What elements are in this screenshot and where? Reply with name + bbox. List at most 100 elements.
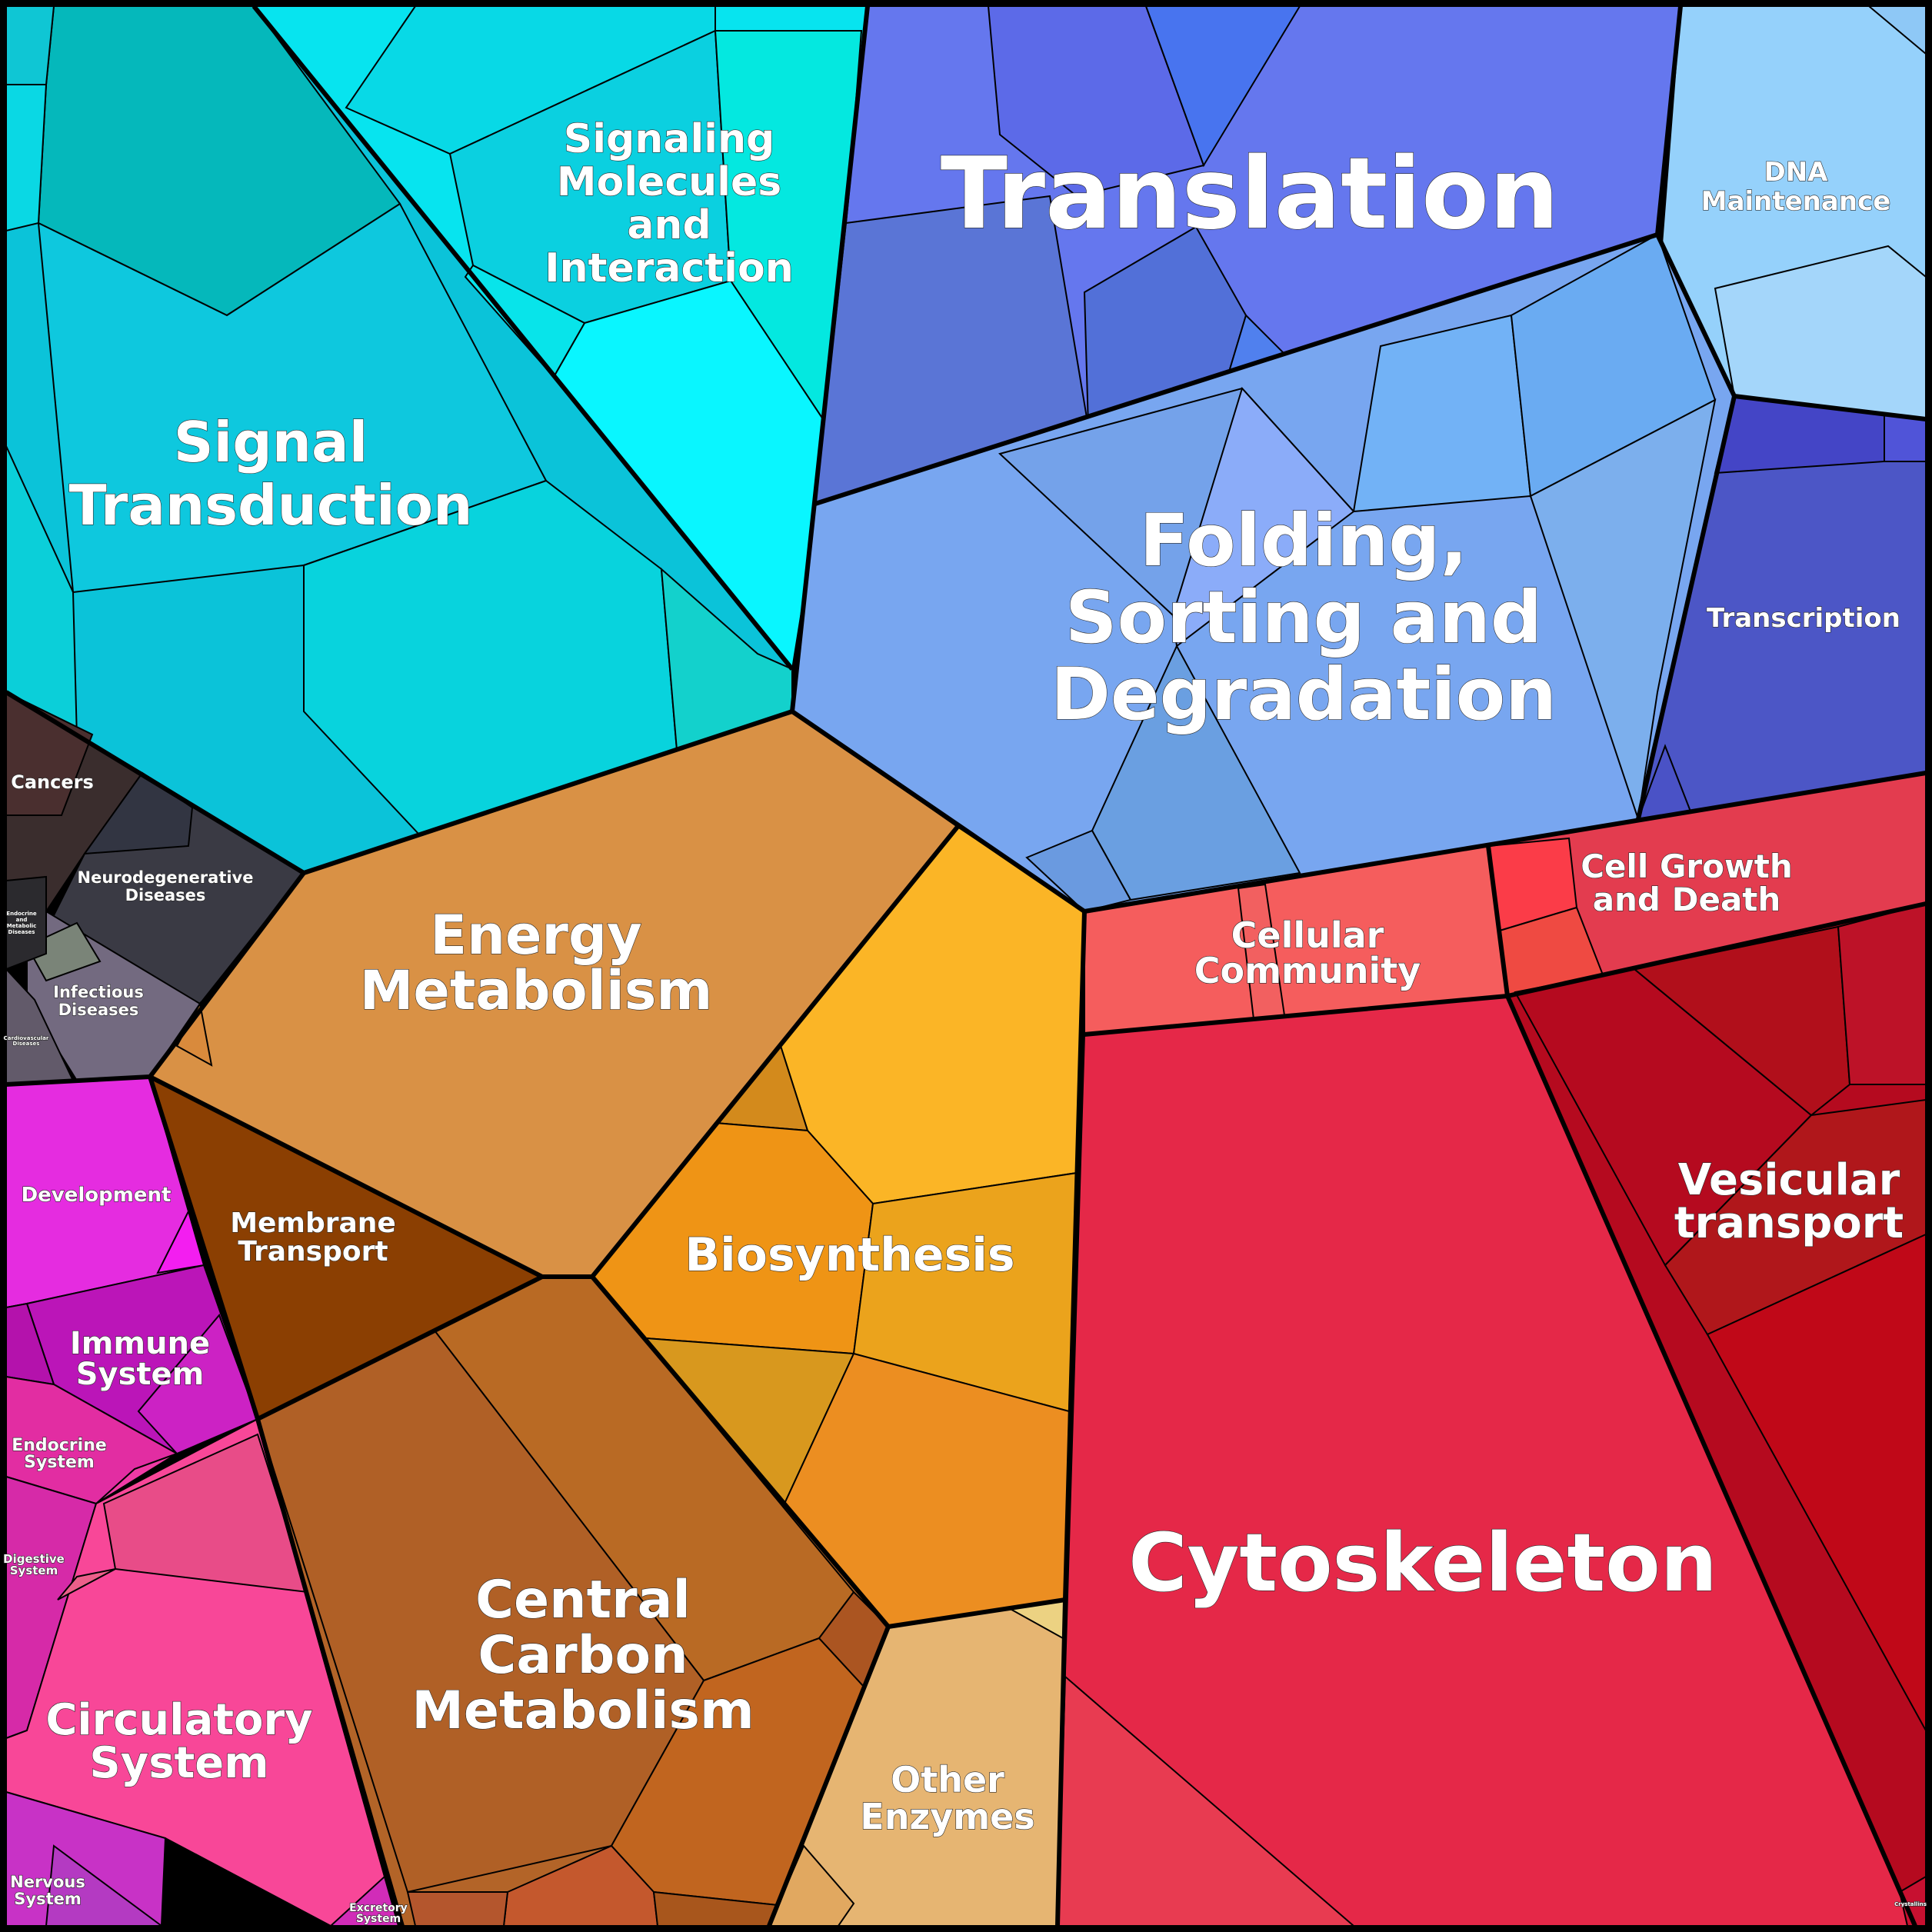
label-line: Translation <box>941 137 1559 251</box>
label-neurodegenerative: Neurodegenerative Diseases <box>78 868 254 904</box>
label-line: Neurodegenerative <box>78 868 254 887</box>
label-line: System <box>356 1913 401 1925</box>
label-endocrine-system: Endocrine System <box>12 1436 107 1472</box>
endocrine-system-cell-a <box>95 1453 178 1504</box>
label-line: Transduction <box>69 473 473 538</box>
label-vesicular: Vesicular transport <box>1674 1155 1904 1248</box>
region-folding[interactable] <box>791 233 1736 913</box>
label-line: Transcription <box>1707 603 1900 634</box>
label-line: Interaction <box>545 245 793 291</box>
label-line: Biosynthesis <box>685 1228 1014 1282</box>
label-line: Cell Growth <box>1581 848 1793 885</box>
infectious-cell-a <box>25 921 102 982</box>
label-line: Community <box>1194 950 1421 991</box>
label-other-enzymes: Other Enzymes <box>860 1759 1034 1837</box>
label-line: Energy <box>430 904 641 967</box>
label-central-carbon: Central Carbon Metabolism <box>411 1570 754 1741</box>
label-transcription: Transcription <box>1707 603 1900 634</box>
region-signal-transduction[interactable] <box>5 5 793 874</box>
label-line: Metabolism <box>411 1681 754 1741</box>
region-central-carbon[interactable] <box>256 1276 890 1927</box>
label-cellular-community: Cellular Community <box>1194 914 1421 991</box>
label-line: Enzymes <box>860 1796 1034 1837</box>
signal-transduction-cell-upper-left <box>5 5 55 85</box>
labels: Signal Transduction Signaling Molecules and… <box>3 115 1927 1925</box>
label-line: and <box>627 202 711 248</box>
label-line: Diseases <box>8 929 35 935</box>
label-line: Immune <box>70 1326 210 1361</box>
vesicular-cell-e <box>1837 902 1927 1085</box>
label-line: Circulatory <box>45 1695 312 1745</box>
label-line: Degradation <box>1051 653 1557 737</box>
label-line: Cardiovascular <box>4 1035 49 1041</box>
label-line: Signaling <box>564 116 775 162</box>
label-cell-growth: Cell Growth and Death <box>1581 848 1793 918</box>
label-line: Cancers <box>11 771 94 793</box>
label-signaling-molecules: Signaling Molecules and Interaction <box>545 116 793 291</box>
label-folding: Folding, Sorting and Degradation <box>1051 499 1557 737</box>
label-dna-maintenance: DNA Maintenance <box>1701 157 1891 217</box>
label-line: Infectious <box>53 983 144 1001</box>
label-line: System <box>24 1453 95 1472</box>
label-line: and Death <box>1593 881 1781 918</box>
label-nervous: Nervous System <box>10 1873 85 1908</box>
label-signal-transduction: Signal Transduction <box>69 410 473 538</box>
label-line: Metabolism <box>360 959 713 1022</box>
region-dna-maintenance[interactable] <box>1660 5 1927 421</box>
label-translation: Translation <box>941 137 1559 251</box>
label-line: Endocrine <box>6 911 37 917</box>
label-line: Carbon <box>478 1625 688 1686</box>
label-line: Diseases <box>13 1041 40 1047</box>
label-line: and <box>16 917 28 923</box>
label-endocrine-metabolic: Endocrine and Metabolic Diseases <box>6 911 37 935</box>
label-cytoskeleton: Cytoskeleton <box>1128 1516 1717 1610</box>
region-nervous[interactable] <box>5 1790 167 1927</box>
label-excretory: Excretory System <box>349 1902 408 1925</box>
label-line: Maintenance <box>1701 186 1891 217</box>
label-crystallins: Crystallins <box>1894 1901 1927 1907</box>
region-endocrine-system[interactable] <box>5 1375 178 1505</box>
label-line: Other <box>891 1759 1004 1800</box>
label-line: Sorting and <box>1065 576 1542 660</box>
label-line: Endocrine <box>12 1436 107 1455</box>
label-line: Development <box>22 1184 172 1207</box>
label-line: Vesicular <box>1678 1155 1900 1205</box>
label-cardiovascular: Cardiovascular Diseases <box>4 1035 49 1047</box>
transcription-cell-b <box>1884 414 1927 462</box>
label-digestive: Digestive System <box>3 1552 65 1577</box>
label-line: Nervous <box>10 1873 85 1891</box>
label-line: Central <box>475 1570 691 1631</box>
development-cell-a <box>156 1209 205 1274</box>
label-line: Crystallins <box>1894 1901 1927 1907</box>
circulatory-cell-b <box>57 1568 116 1601</box>
label-line: DNA <box>1764 157 1829 188</box>
label-line: transport <box>1674 1198 1904 1248</box>
carbon-cell-f <box>406 1891 509 1927</box>
label-immune: Immune System <box>70 1326 210 1392</box>
label-membrane: Membrane Transport <box>230 1208 396 1267</box>
label-line: System <box>76 1357 205 1392</box>
immune-cell-a <box>137 1314 259 1455</box>
label-energy: Energy Metabolism <box>360 904 713 1022</box>
label-line: Cytoskeleton <box>1128 1516 1717 1610</box>
label-line: Digestive <box>3 1552 65 1566</box>
region-circulatory[interactable] <box>5 1417 401 1927</box>
label-line: Molecules <box>557 159 781 205</box>
region-immune[interactable] <box>5 1264 259 1455</box>
label-line: System <box>14 1890 81 1908</box>
label-line: Excretory <box>349 1902 408 1914</box>
label-line: Diseases <box>58 1001 139 1019</box>
label-infectious: Infectious Diseases <box>53 983 144 1019</box>
label-line: Cellular <box>1231 914 1384 956</box>
label-line: Folding, <box>1140 499 1468 583</box>
region-signaling-molecules[interactable] <box>251 5 869 671</box>
label-cancers: Cancers <box>11 771 94 793</box>
label-line: System <box>89 1738 268 1788</box>
label-biosynthesis: Biosynthesis <box>685 1228 1014 1282</box>
label-line: Transport <box>238 1236 388 1267</box>
label-line: Diseases <box>125 886 206 904</box>
folding-cell-f <box>1529 398 1717 820</box>
label-line: Signal <box>174 410 368 475</box>
